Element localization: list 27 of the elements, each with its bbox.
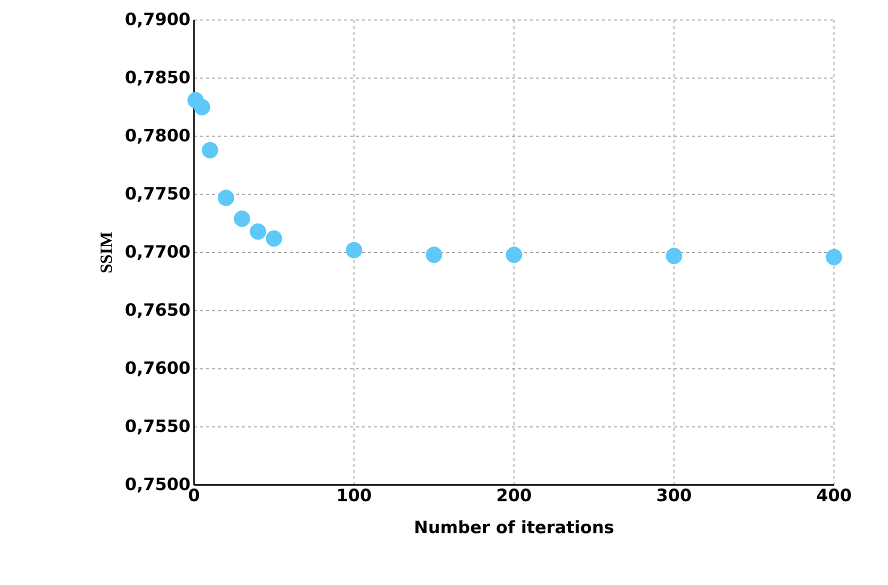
point (234, 210, 250, 227)
y-tick-label: 0,7550 (126, 419, 190, 434)
x-axis-title: Number of iterations (415, 520, 614, 534)
x-tick-label: 300 (657, 488, 691, 502)
y-tick-label: 0,7850 (126, 70, 190, 86)
y-tick-label: 0,7500 (126, 477, 190, 492)
y-tick-label: 0,7600 (126, 361, 190, 376)
y-axis-title: SSIM (100, 232, 112, 272)
x-tick-label: 200 (498, 488, 531, 502)
y-tick-label: 0,7750 (126, 186, 190, 202)
point (194, 98, 210, 116)
point (506, 246, 522, 264)
y-tick-label: 0,7900 (126, 12, 190, 28)
y-tick-label: 0,7800 (126, 128, 190, 144)
y-tick-label: 0,7650 (126, 303, 190, 318)
x-tick-label: 400 (817, 488, 851, 502)
point (346, 242, 362, 258)
x-tick-label: 0 (188, 488, 200, 502)
x-tick-label: 100 (338, 488, 371, 502)
point (826, 248, 842, 266)
point (202, 142, 218, 158)
point (218, 190, 234, 206)
y-tick-label: 0,7700 (126, 244, 190, 260)
point (666, 248, 682, 264)
point (426, 246, 442, 264)
point (266, 230, 282, 247)
point (250, 223, 266, 240)
